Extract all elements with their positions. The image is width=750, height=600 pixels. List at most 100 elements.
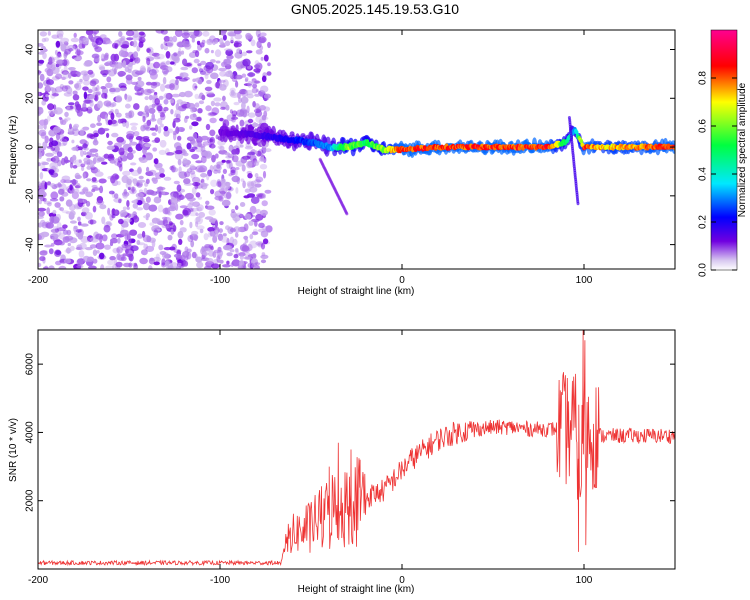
noise-blob (83, 99, 92, 104)
noise-blob (211, 107, 220, 115)
x-tick-label: 100 (576, 275, 593, 286)
noise-blob (136, 167, 142, 174)
noise-blob (138, 175, 144, 180)
noise-blob (153, 229, 159, 236)
noise-blob (231, 175, 240, 183)
noise-blob (69, 210, 76, 216)
noise-blob (145, 178, 150, 184)
noise-blob (100, 86, 107, 90)
noise-blob (121, 175, 129, 184)
noise-blob (38, 181, 42, 187)
noise-blob (174, 129, 178, 136)
noise-blob (125, 248, 129, 254)
noise-blob (154, 124, 158, 132)
noise-blob (199, 228, 204, 234)
noise-blob (256, 107, 262, 114)
noise-blob (239, 119, 245, 127)
noise-blob (209, 230, 216, 237)
noise-blob (216, 164, 221, 169)
noise-blob (231, 149, 239, 155)
noise-blob (259, 32, 267, 37)
noise-blob (151, 217, 160, 224)
noise-blob (204, 150, 213, 159)
noise-blob (236, 48, 242, 54)
noise-blob (179, 91, 186, 98)
noise-blob (51, 93, 59, 97)
noise-blob (49, 215, 55, 224)
noise-blob (247, 173, 253, 179)
noise-blob (230, 169, 236, 176)
noise-blob (56, 59, 65, 66)
noise-blob (224, 152, 231, 156)
noise-blob (231, 76, 238, 82)
noise-blob (109, 87, 116, 93)
noise-blob (97, 157, 105, 162)
noise-blob (161, 68, 169, 75)
noise-blob (155, 165, 163, 171)
noise-blob (108, 190, 115, 195)
noise-blob (55, 40, 61, 48)
noise-blob (69, 184, 73, 191)
noise-blob (86, 133, 94, 138)
noise-blob (265, 225, 273, 233)
noise-blob (148, 169, 157, 177)
noise-blob (82, 86, 89, 91)
noise-blob (122, 60, 127, 68)
noise-blob (76, 48, 81, 56)
noise-blob (163, 247, 172, 251)
noise-blob (143, 202, 150, 211)
noise-blob (157, 105, 163, 112)
noise-blob (123, 218, 132, 223)
noise-blob (261, 252, 266, 257)
noise-blob (244, 256, 253, 260)
noise-blob (200, 135, 209, 141)
noise-blob (195, 221, 199, 228)
noise-blob (89, 244, 97, 249)
noise-blob (254, 64, 260, 69)
noise-blob (128, 262, 133, 268)
y-tick-label: 6000 (25, 353, 36, 376)
noise-blob (98, 252, 105, 260)
noise-blob (157, 126, 162, 134)
noise-blob (216, 249, 224, 257)
noise-blob (218, 259, 224, 264)
noise-blob (165, 60, 171, 65)
noise-blob (85, 191, 93, 198)
noise-blob (129, 229, 138, 236)
noise-blob (143, 122, 151, 129)
noise-blob (266, 71, 272, 76)
noise-blob (69, 123, 72, 130)
noise-blob (50, 147, 56, 151)
noise-blob (262, 170, 267, 179)
noise-blob (58, 241, 65, 246)
noise-blob (131, 169, 140, 177)
noise-blob (199, 70, 207, 75)
noise-blob (208, 209, 216, 216)
noise-blob (73, 32, 77, 38)
noise-blob (213, 97, 222, 102)
noise-blob (119, 209, 128, 217)
noise-blob (104, 54, 109, 61)
colorbar-label: Normalized spectral amplitude (737, 82, 748, 217)
noise-blob (56, 213, 61, 221)
snr-panel: -200 -100 0 100 6000 4000 2000 Height of stra… (8, 329, 676, 595)
noise-blob (241, 73, 247, 78)
noise-blob (110, 176, 116, 184)
noise-blob (70, 156, 77, 164)
noise-blob (68, 102, 75, 106)
noise-blob (191, 37, 195, 43)
noise-blob (115, 112, 122, 118)
noise-blob (120, 229, 129, 236)
snr-x-ticks: -200 -100 0 100 (28, 330, 593, 586)
noise-blob (80, 223, 89, 227)
noise-blob (208, 143, 212, 148)
noise-blob (92, 91, 101, 97)
noise-blob (82, 143, 88, 149)
noise-blob (179, 205, 188, 209)
noise-blob (234, 232, 239, 238)
noise-blob (187, 235, 194, 243)
noise-blob (160, 123, 164, 128)
noise-blob (58, 116, 63, 120)
noise-blob (254, 173, 259, 178)
noise-blob (205, 105, 212, 112)
